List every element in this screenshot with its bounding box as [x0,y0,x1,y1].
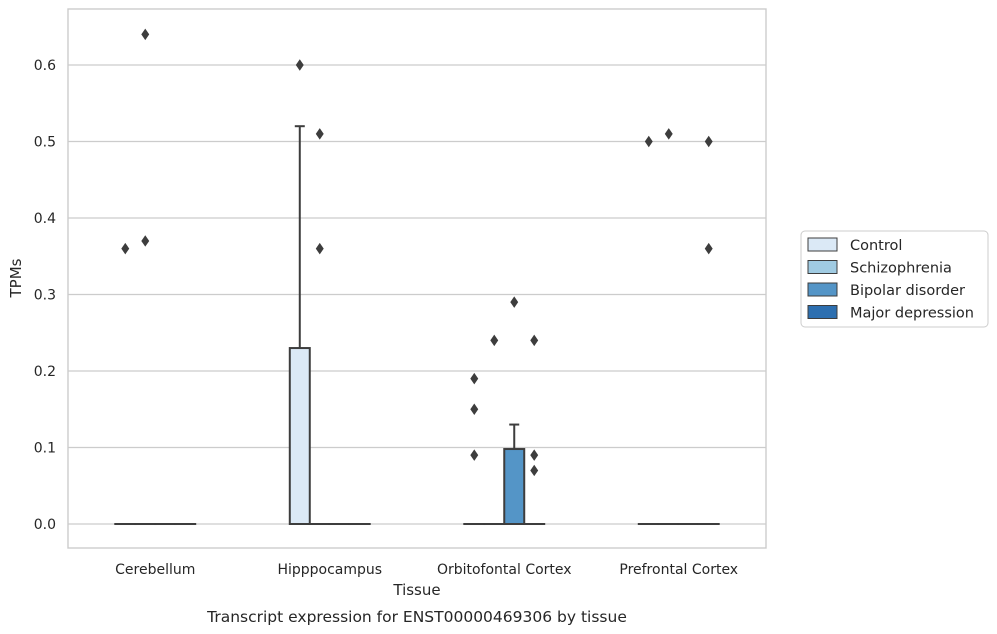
plot-marks [114,28,720,526]
x-tick-label: Cerebellum [115,562,195,578]
box [503,448,526,525]
x-tick-label: Orbitofontal Cortex [437,562,572,578]
legend-frame [800,230,989,328]
outlier-point [530,464,539,477]
outlier-point [490,334,499,347]
y-tick-label: 0.3 [34,288,56,304]
y-tick-label: 0.4 [34,211,56,227]
legend-label: Control [850,238,902,254]
outlier-point [704,135,713,148]
outlier-point [644,135,653,148]
outlier-point [295,59,304,71]
legend-label: Bipolar disorder [850,283,965,299]
legend-swatch [807,237,838,252]
y-axis-label: TPMs [7,258,25,298]
outlier-point [530,334,539,347]
plot-frame [67,8,767,549]
legend-swatch [807,260,838,274]
legend: Control Schizophrenia Bipolar disorder Majo… [800,230,989,328]
y-tick-label: 0.0 [34,517,56,533]
outlier-point [315,242,324,255]
legend-swatch [807,305,838,319]
outlier-point [470,372,479,385]
legend-label: Major depression [850,306,974,322]
outlier-point [121,242,130,255]
outlier-point [141,28,150,41]
outlier-point [315,128,324,140]
y-tick-label: 0.6 [34,58,56,74]
x-axis-label: Tissue [392,581,440,599]
outlier-point [470,403,479,415]
legend-label: Schizophrenia [850,261,952,277]
y-tick-label: 0.1 [34,441,56,457]
x-tick-label: Prefrontal Cortex [619,562,738,578]
y-tick-labels: 0.0 0.1 0.2 0.3 0.4 0.5 0.6 [34,58,56,533]
outlier-point [470,449,479,461]
outlier-point [530,449,539,461]
legend-swatch [807,282,838,297]
y-tick-label: 0.2 [34,364,56,380]
figure-caption: Transcript expression for ENST0000046930… [206,608,627,626]
x-tick-labels: Cerebellum Hipppocampus Orbitofontal Corte… [115,562,738,578]
outlier-point [510,296,519,308]
outlier-point [664,128,673,140]
x-tick-label: Hipppocampus [277,562,382,578]
y-tick-label: 0.5 [34,135,56,151]
box [288,347,311,525]
outlier-point [704,242,713,255]
outlier-point [141,235,150,247]
